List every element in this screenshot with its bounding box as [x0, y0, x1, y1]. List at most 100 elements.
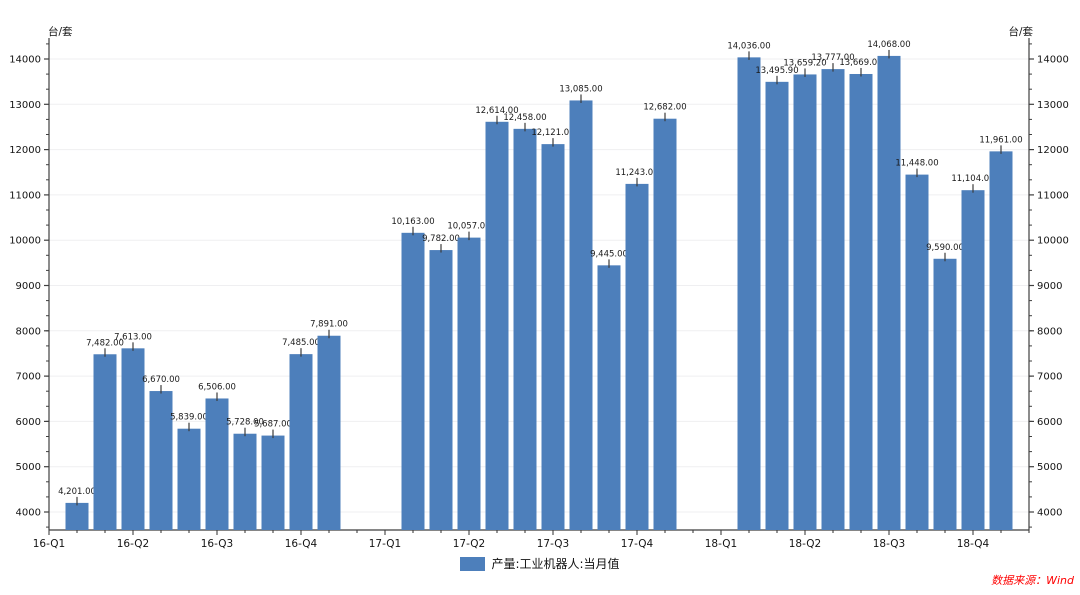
bar	[821, 69, 845, 530]
y-tick-label-left: 12000	[9, 145, 41, 156]
legend-series-label: 产量:工业机器人:当月值	[491, 557, 620, 571]
bar-value-label: 13,659.20	[783, 58, 826, 68]
bar	[737, 57, 761, 530]
bar-value-label: 12,121.00	[531, 128, 574, 138]
bar-value-label: 9,445.00	[590, 249, 628, 259]
y-tick-label-left: 4000	[16, 508, 41, 519]
y-tick-label-left: 6000	[16, 417, 41, 428]
bar-value-label: 10,163.00	[391, 217, 434, 227]
x-tick-label: 18-Q3	[873, 538, 905, 550]
y-tick-label-right: 10000	[1037, 236, 1069, 247]
bar-value-label: 11,448.00	[895, 159, 938, 169]
bar-value-label: 13,777.00	[811, 53, 854, 63]
y-tick-label-right: 7000	[1037, 372, 1062, 383]
bar	[877, 55, 901, 530]
x-tick-label: 17-Q2	[453, 538, 485, 550]
y-tick-label-left: 7000	[16, 372, 41, 383]
y-tick-label-left: 14000	[9, 55, 41, 66]
bar-value-label: 7,613.00	[114, 332, 152, 342]
bar	[569, 100, 593, 531]
x-tick-label: 16-Q1	[33, 538, 65, 550]
x-tick-label: 16-Q3	[201, 538, 233, 550]
y-tick-label-left: 5000	[16, 462, 41, 473]
bar	[961, 190, 985, 531]
bar-value-label: 6,670.00	[142, 375, 180, 385]
bar	[625, 183, 649, 531]
bar	[905, 174, 929, 531]
y-tick-label-right: 8000	[1037, 326, 1062, 337]
bar	[289, 354, 313, 530]
bar-value-label: 13,085.00	[559, 84, 602, 94]
bar-value-label: 12,458.00	[503, 113, 546, 123]
x-tick-label: 18-Q2	[789, 538, 821, 550]
x-tick-label: 18-Q4	[957, 538, 990, 550]
y-tick-label-right: 6000	[1037, 417, 1062, 428]
bar	[933, 258, 957, 530]
y-axis-unit-label-left: 台/套	[48, 26, 73, 38]
y-tick-label-right: 13000	[1037, 100, 1069, 111]
bar	[65, 502, 89, 530]
bar	[653, 118, 677, 531]
y-tick-label-left: 9000	[16, 281, 41, 292]
x-tick-label: 17-Q4	[621, 538, 654, 550]
bar	[121, 348, 145, 530]
x-tick-label: 18-Q1	[705, 538, 737, 550]
bar	[541, 144, 565, 530]
bar-value-label: 14,068.00	[867, 40, 910, 50]
bar	[849, 73, 873, 531]
bar-value-label: 5,687.00	[254, 420, 292, 430]
bar-value-label: 7,482.00	[86, 338, 124, 348]
bar	[233, 433, 257, 530]
bar-value-label: 9,782.00	[422, 234, 460, 244]
y-tick-label-right: 11000	[1037, 190, 1069, 201]
bar	[429, 250, 453, 531]
x-tick-label: 17-Q1	[369, 538, 401, 550]
bar-value-label: 7,891.00	[310, 320, 348, 330]
bar-value-label: 12,682.00	[643, 103, 686, 113]
y-axis-unit-label-right: 台/套	[1008, 26, 1033, 38]
bar-value-label: 7,485.00	[282, 338, 320, 348]
bar-value-label: 12,614.00	[475, 106, 518, 116]
bar-value-label: 9,590.00	[926, 243, 964, 253]
y-tick-label-left: 8000	[16, 326, 41, 337]
bar-value-label: 14,036.00	[727, 41, 770, 51]
legend-swatch-icon	[460, 556, 486, 571]
y-tick-label-right: 12000	[1037, 145, 1069, 156]
bar	[401, 232, 425, 530]
x-tick-label: 17-Q3	[537, 538, 569, 550]
bar	[177, 428, 201, 530]
bar-value-label: 11,961.00	[979, 135, 1022, 145]
y-tick-label-right: 14000	[1037, 55, 1069, 66]
y-tick-label-left: 11000	[9, 190, 41, 201]
y-tick-label-left: 10000	[9, 236, 41, 247]
y-tick-label-right: 4000	[1037, 508, 1062, 519]
bar	[149, 391, 173, 530]
y-tick-label-left: 13000	[9, 100, 41, 111]
bar-value-label: 5,728.00	[226, 418, 264, 428]
x-tick-label: 16-Q4	[285, 538, 318, 550]
y-tick-label-right: 5000	[1037, 462, 1062, 473]
bar	[93, 354, 117, 530]
bar-value-label: 11,104.00	[951, 174, 994, 184]
bar	[989, 151, 1013, 530]
data-source-note: 数据来源：Wind	[991, 574, 1074, 587]
bar-value-label: 10,057.00	[447, 222, 490, 232]
bar-value-label: 5,839.00	[170, 413, 208, 423]
bar-value-label: 13,495.90	[755, 66, 798, 76]
bar-value-label: 4,201.00	[58, 487, 96, 497]
y-tick-label-right: 9000	[1037, 281, 1062, 292]
bar	[597, 265, 621, 530]
bar-value-label: 13,669.00	[839, 58, 882, 68]
bar	[457, 237, 481, 530]
bar	[793, 74, 817, 531]
bar	[317, 335, 341, 530]
bar	[485, 121, 509, 530]
bar	[765, 81, 789, 531]
x-tick-label: 16-Q2	[117, 538, 149, 550]
legend: 产量:工业机器人:当月值	[0, 555, 1080, 572]
bar	[261, 435, 285, 530]
bar	[513, 128, 537, 530]
bar-value-label: 11,243.00	[615, 168, 658, 178]
